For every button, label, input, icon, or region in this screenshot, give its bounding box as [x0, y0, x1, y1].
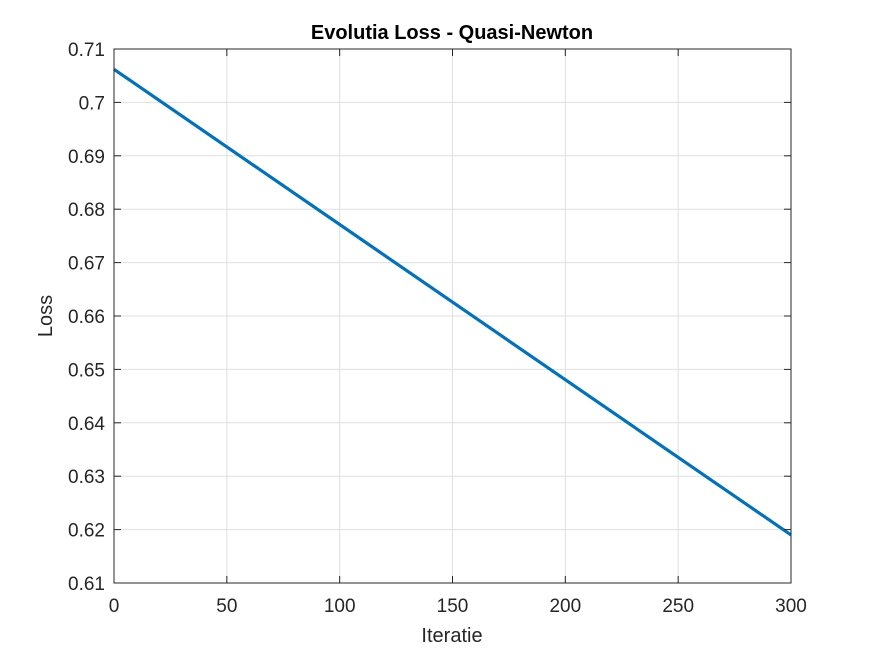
axes: [113, 48, 792, 584]
x-tick-label: 300: [775, 596, 807, 617]
x-tick-label: 100: [324, 596, 356, 617]
y-tick-label: 0.66: [68, 307, 105, 328]
y-tick-label: 0.71: [68, 40, 105, 61]
x-tick-label: 0: [109, 596, 120, 617]
y-tick-label: 0.67: [68, 254, 105, 275]
series-line: [113, 67, 792, 537]
y-tick-label: 0.64: [68, 414, 105, 435]
y-tick-label: 0.61: [68, 574, 105, 595]
x-tick-label: 50: [216, 596, 237, 617]
y-tick-label: 0.63: [68, 467, 105, 488]
x-tick-label: 250: [662, 596, 694, 617]
x-tick-label: 150: [437, 596, 469, 617]
tick-labels: 0 50 100 150 200 250 300 0.61 0.62 0.63 0.64 0.65 0.…: [68, 40, 807, 617]
y-tick-label: 0.7: [79, 93, 105, 114]
y-tick-label: 0.69: [68, 147, 105, 168]
x-axis-label: Iteratie: [421, 625, 482, 647]
y-tick-label: 0.65: [68, 360, 105, 381]
chart-title: Evolutia Loss - Quasi-Newton: [311, 22, 593, 44]
y-axis-label: Loss: [35, 295, 57, 337]
y-tick-label: 0.62: [68, 521, 105, 542]
x-tick-label: 200: [549, 596, 581, 617]
series-layer: [113, 67, 792, 537]
y-tick-label: 0.68: [68, 200, 105, 221]
